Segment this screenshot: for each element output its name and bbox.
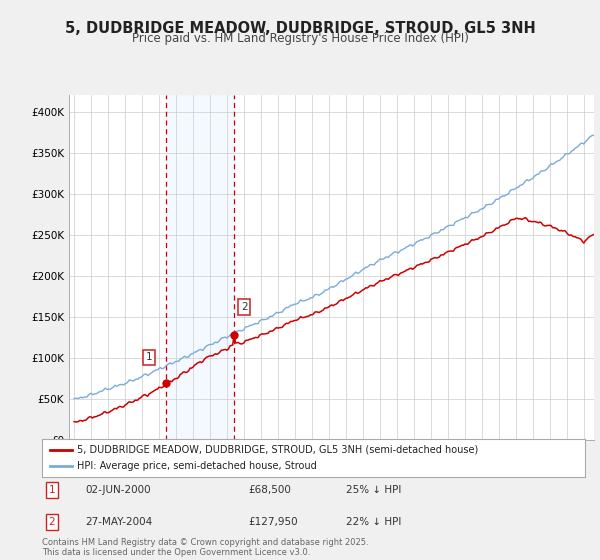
- Text: 2: 2: [241, 302, 247, 312]
- Text: 1: 1: [49, 485, 55, 495]
- Text: 22% ↓ HPI: 22% ↓ HPI: [346, 517, 401, 528]
- Text: 25% ↓ HPI: 25% ↓ HPI: [346, 485, 401, 495]
- Bar: [166, 95, 234, 440]
- Text: 5, DUDBRIDGE MEADOW, DUDBRIDGE, STROUD, GL5 3NH: 5, DUDBRIDGE MEADOW, DUDBRIDGE, STROUD, …: [65, 21, 535, 36]
- Text: Price paid vs. HM Land Registry's House Price Index (HPI): Price paid vs. HM Land Registry's House …: [131, 32, 469, 45]
- Text: 2: 2: [49, 517, 55, 528]
- Text: 5, DUDBRIDGE MEADOW, DUDBRIDGE, STROUD, GL5 3NH (semi-detached house): 5, DUDBRIDGE MEADOW, DUDBRIDGE, STROUD, …: [77, 445, 479, 455]
- Text: £127,950: £127,950: [248, 517, 298, 528]
- Text: £68,500: £68,500: [248, 485, 291, 495]
- Text: 1: 1: [146, 352, 152, 362]
- Text: 27-MAY-2004: 27-MAY-2004: [85, 517, 152, 528]
- Text: HPI: Average price, semi-detached house, Stroud: HPI: Average price, semi-detached house,…: [77, 461, 317, 472]
- Text: Contains HM Land Registry data © Crown copyright and database right 2025.
This d: Contains HM Land Registry data © Crown c…: [42, 538, 368, 557]
- Text: 02-JUN-2000: 02-JUN-2000: [85, 485, 151, 495]
